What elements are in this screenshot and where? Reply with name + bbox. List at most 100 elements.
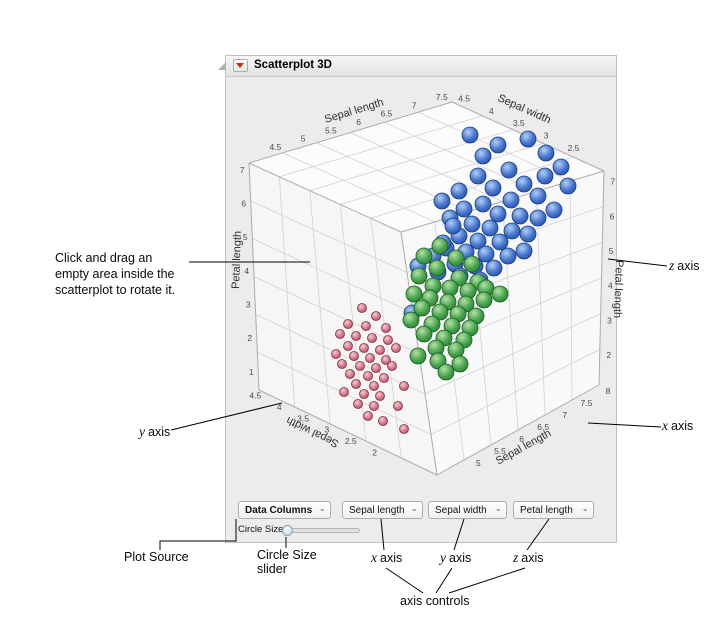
data-point[interactable] (519, 130, 537, 148)
data-point[interactable] (447, 249, 465, 267)
data-point[interactable] (489, 205, 507, 223)
data-point[interactable] (545, 201, 563, 219)
data-point[interactable] (489, 136, 507, 154)
data-point[interactable] (359, 343, 369, 353)
data-point[interactable] (383, 335, 393, 345)
circle-size-slider-track[interactable] (284, 528, 360, 533)
data-point[interactable] (355, 361, 365, 371)
data-point[interactable] (335, 329, 345, 339)
data-point[interactable] (484, 179, 502, 197)
data-point[interactable] (369, 381, 379, 391)
data-point[interactable] (387, 361, 397, 371)
data-point[interactable] (345, 369, 355, 379)
data-point[interactable] (503, 222, 521, 240)
data-point[interactable] (500, 161, 518, 179)
data-point[interactable] (410, 267, 428, 285)
data-point[interactable] (381, 323, 391, 333)
data-point[interactable] (552, 158, 570, 176)
data-point[interactable] (451, 355, 469, 373)
data-point[interactable] (349, 351, 359, 361)
data-point[interactable] (461, 126, 479, 144)
data-point[interactable] (515, 242, 533, 260)
data-point[interactable] (415, 325, 433, 343)
data-point[interactable] (369, 401, 379, 411)
data-point[interactable] (399, 424, 409, 434)
tick-label: 2 (606, 350, 611, 360)
scatterplot-3d-canvas[interactable]: 4.5 5 5.5 6 6.5 7 7.5 4.5 4 3.5 3 2.5 7 6 5 4 3 2 1 7 6 5 4 3 2 4… (228, 77, 625, 499)
plot-source-dropdown[interactable]: Data Columns ⌄ (238, 501, 331, 519)
data-point[interactable] (375, 345, 385, 355)
data-point[interactable] (433, 192, 451, 210)
data-point[interactable] (437, 363, 455, 381)
data-point[interactable] (357, 303, 367, 313)
data-point[interactable] (331, 349, 341, 359)
data-point[interactable] (474, 195, 492, 213)
data-point[interactable] (365, 353, 375, 363)
data-point[interactable] (378, 416, 388, 426)
data-point[interactable] (515, 175, 533, 193)
chevron-down-icon: ⌄ (581, 503, 589, 513)
data-point[interactable] (353, 399, 363, 409)
data-point[interactable] (511, 207, 529, 225)
data-point[interactable] (491, 285, 509, 303)
data-point[interactable] (481, 219, 499, 237)
data-point[interactable] (359, 389, 369, 399)
data-point[interactable] (363, 371, 373, 381)
tick-label: 3 (246, 299, 251, 309)
data-point[interactable] (447, 341, 465, 359)
data-point[interactable] (475, 291, 493, 309)
data-point[interactable] (367, 333, 377, 343)
data-point[interactable] (463, 215, 481, 233)
red-triangle-menu-button[interactable] (233, 59, 248, 72)
data-point[interactable] (409, 347, 427, 365)
data-point[interactable] (474, 147, 492, 165)
data-point[interactable] (529, 187, 547, 205)
data-point[interactable] (491, 233, 509, 251)
data-point[interactable] (463, 255, 481, 273)
data-point[interactable] (431, 303, 449, 321)
data-point[interactable] (415, 247, 433, 265)
data-point[interactable] (485, 259, 503, 277)
data-point[interactable] (339, 387, 349, 397)
data-point[interactable] (371, 311, 381, 321)
data-point[interactable] (502, 191, 520, 209)
data-point[interactable] (375, 391, 385, 401)
data-point[interactable] (351, 379, 361, 389)
data-point[interactable] (402, 311, 420, 329)
y-axis-dropdown[interactable]: Sepal width ⌄ (428, 501, 507, 519)
data-point[interactable] (455, 200, 473, 218)
data-point[interactable] (343, 341, 353, 351)
data-point[interactable] (337, 359, 347, 369)
z-axis-dropdown[interactable]: Petal length ⌄ (513, 501, 594, 519)
data-point[interactable] (343, 319, 353, 329)
data-point[interactable] (469, 232, 487, 250)
data-point[interactable] (537, 144, 555, 162)
data-point[interactable] (393, 401, 403, 411)
data-point[interactable] (381, 355, 391, 365)
data-point[interactable] (450, 182, 468, 200)
data-point[interactable] (529, 209, 547, 227)
data-point[interactable] (413, 299, 431, 317)
data-point[interactable] (536, 167, 554, 185)
data-point[interactable] (379, 373, 389, 383)
data-point[interactable] (469, 167, 487, 185)
x-axis-dropdown[interactable]: Sepal length ⌄ (342, 501, 423, 519)
data-point[interactable] (443, 317, 461, 335)
data-point[interactable] (399, 381, 409, 391)
data-point[interactable] (441, 279, 459, 297)
disclosure-triangle-icon[interactable] (218, 62, 226, 70)
data-point[interactable] (405, 285, 423, 303)
data-point[interactable] (428, 259, 446, 277)
data-point[interactable] (444, 217, 462, 235)
data-point[interactable] (361, 321, 371, 331)
data-point[interactable] (371, 363, 381, 373)
data-point[interactable] (477, 245, 495, 263)
data-point[interactable] (431, 237, 449, 255)
data-point[interactable] (559, 177, 577, 195)
data-point[interactable] (519, 225, 537, 243)
data-point[interactable] (363, 411, 373, 421)
circle-size-slider-thumb[interactable] (282, 525, 293, 536)
data-point[interactable] (391, 343, 401, 353)
data-point[interactable] (499, 247, 517, 265)
data-point[interactable] (351, 331, 361, 341)
